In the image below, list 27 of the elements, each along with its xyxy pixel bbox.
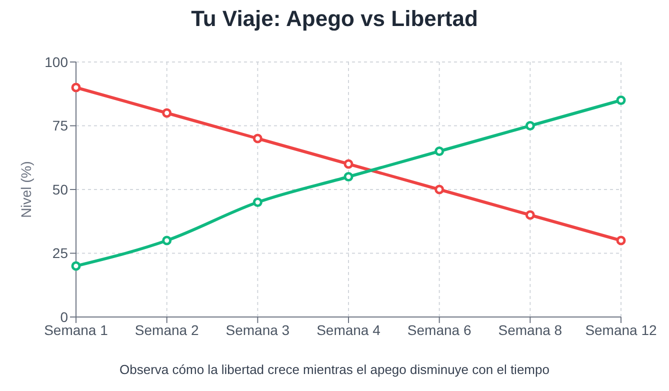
- point: [71, 82, 81, 92]
- x-tick-label: Semana 3: [226, 322, 290, 338]
- y-tick-label: 25: [52, 245, 68, 262]
- point: [162, 236, 172, 246]
- point: [252, 198, 262, 207]
- chart-title: Tu Viaje: Apego vs Libertad: [190, 6, 479, 32]
- point: [344, 172, 354, 182]
- x-tick-label: Semana 4: [316, 322, 381, 338]
- x-tick-label: Semana 6: [407, 322, 472, 338]
- x-tick-label: Semana 2: [134, 322, 199, 338]
- y-axis-title: Nivel (%): [18, 161, 34, 218]
- point: [525, 210, 535, 220]
- point: [434, 146, 444, 156]
- x-tick-label: Semana 12: [585, 322, 658, 338]
- point: [344, 159, 354, 169]
- point: [71, 261, 81, 271]
- point: [162, 108, 172, 118]
- point: [616, 96, 626, 105]
- point: [616, 236, 626, 246]
- y-tick-label: 75: [52, 118, 68, 134]
- point: [434, 184, 444, 194]
- point: [252, 134, 262, 144]
- point: [525, 121, 535, 130]
- text: Observa cómo la libertad crece mientras el apego disminuye con el tiempo: [118, 362, 550, 377]
- y-tick-label: 50: [52, 181, 68, 198]
- y-tick-label: 100: [44, 54, 68, 70]
- x-tick-label: Semana 8: [498, 322, 562, 338]
